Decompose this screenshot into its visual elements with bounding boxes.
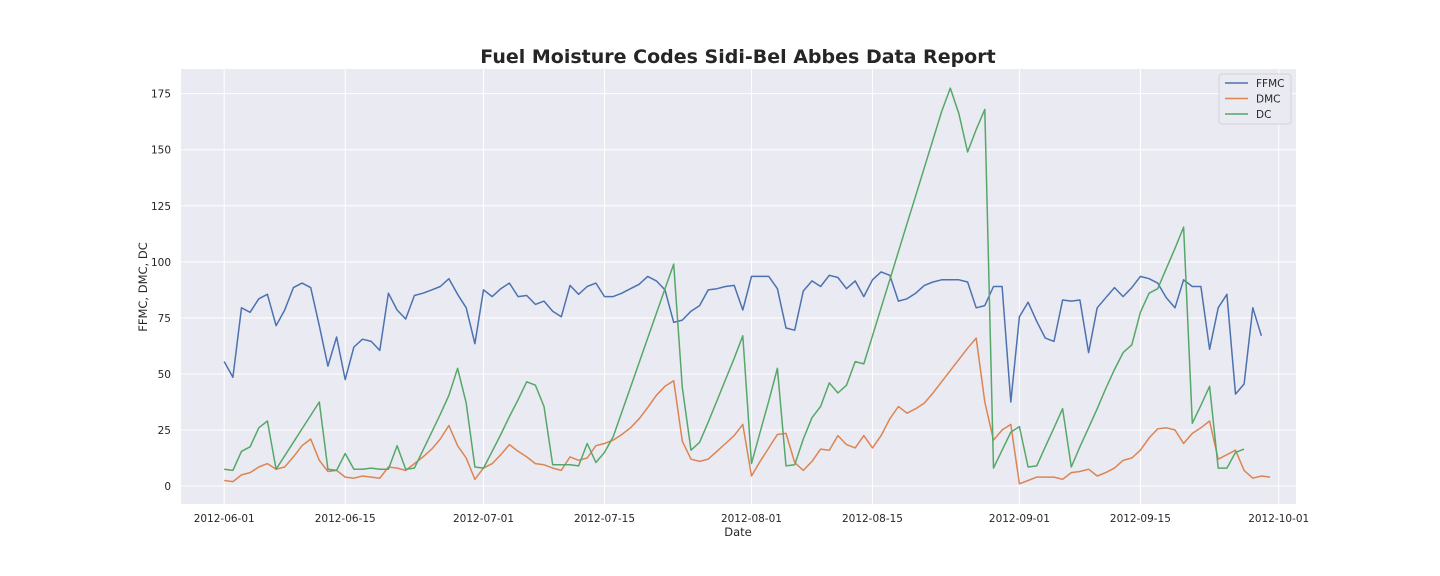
legend-box <box>1218 73 1292 125</box>
x-tick-label: 2012-07-01 <box>453 513 514 525</box>
y-axis-label: FFMC, DMC, DC <box>136 242 150 332</box>
y-tick-label: 50 <box>158 369 171 381</box>
legend-label-dmc: DMC <box>1256 94 1280 106</box>
y-tick-label: 150 <box>151 145 171 157</box>
x-tick-label: 2012-09-15 <box>1110 513 1171 525</box>
y-tick-label: 175 <box>151 89 171 101</box>
chart-title: Fuel Moisture Codes Sidi-Bel Abbes Data … <box>480 46 995 68</box>
y-tick-label: 125 <box>151 201 171 213</box>
legend-label-ffmc: FFMC <box>1256 78 1284 90</box>
x-tick-label: 2012-08-15 <box>842 513 903 525</box>
grid-lines <box>181 69 1296 504</box>
tick-labels: 0 25 50 75 100 125 150 175 2012-06-01 2012-06-15 2… <box>151 89 1309 525</box>
plot-background <box>181 69 1296 504</box>
x-tick-label: 2012-08-01 <box>721 513 782 525</box>
x-tick-label: 2012-10-01 <box>1248 513 1309 525</box>
x-tick-label: 2012-07-15 <box>574 513 635 525</box>
x-tick-label: 2012-06-15 <box>315 513 376 525</box>
x-tick-label: 2012-09-01 <box>989 513 1050 525</box>
legend-entries: FFMC DMC DC <box>1225 78 1284 121</box>
series-line-ffmc <box>223 271 1263 403</box>
series-line-dc <box>224 87 1245 472</box>
legend: FFMC DMC DC <box>1218 73 1292 125</box>
x-tick-label: 2012-06-01 <box>194 513 255 525</box>
x-axis-label: Date <box>724 525 752 539</box>
legend-label-dc: DC <box>1256 109 1271 121</box>
y-tick-label: 25 <box>158 425 171 437</box>
series-lines <box>223 87 1271 485</box>
y-tick-label: 0 <box>164 481 171 493</box>
y-tick-label: 75 <box>158 313 171 325</box>
series-line-dmc <box>224 337 1271 485</box>
y-tick-label: 100 <box>151 257 171 269</box>
